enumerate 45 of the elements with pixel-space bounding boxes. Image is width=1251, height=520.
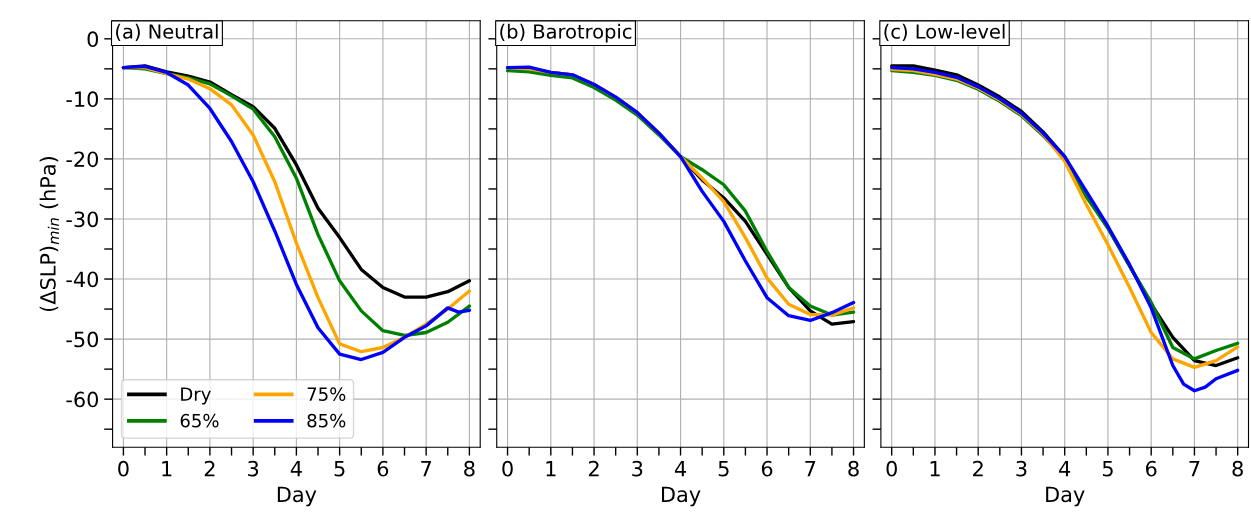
x-tick-label: 1	[546, 461, 556, 477]
x-tick-label: 3	[1016, 460, 1027, 477]
chart-title: (a) Neutral	[116, 23, 218, 42]
legend-label: 85%	[307, 413, 346, 428]
x-tick-label: 3	[248, 460, 259, 477]
x-tick-label: 2	[204, 460, 215, 477]
legend-label: 65%	[180, 413, 219, 428]
x-tick-label: 4	[674, 461, 686, 477]
y-axis-title: (ΔSLP)$_{min}$ (hPa)	[39, 157, 59, 312]
x-tick-label: 5	[718, 461, 729, 477]
x-tick-label: 2	[973, 460, 983, 477]
x-tick-label: 7	[1189, 461, 1200, 477]
x-tick-label: 1	[930, 461, 940, 477]
x-tick-label: 5	[1102, 461, 1113, 477]
legend-label: Dry	[181, 387, 211, 405]
x-tick-label: 0	[886, 460, 897, 477]
x-tick-label: 8	[464, 460, 475, 477]
x-tick-label: 4	[1059, 461, 1071, 477]
y-tick-label: -60	[66, 391, 99, 408]
y-tick-label: -20	[66, 151, 99, 168]
x-tick-label: 7	[805, 461, 816, 477]
legend-label: 75%	[307, 387, 346, 401]
y-tick-label: -40	[66, 271, 99, 288]
chart-title: (c) Low-level	[884, 23, 1005, 42]
x-tick-label: 6	[377, 460, 389, 477]
x-axis-title: Day	[662, 486, 701, 507]
x-tick-label: 1	[162, 461, 172, 477]
x-tick-label: 0	[118, 460, 129, 477]
y-tick-label: -30	[66, 211, 99, 228]
x-tick-label: 7	[421, 461, 431, 477]
x-tick-label: 3	[632, 460, 643, 477]
y-tick-label: -10	[66, 91, 99, 108]
y-tick-label: -50	[66, 331, 99, 348]
chart-title: (b) Barotropic	[500, 23, 632, 43]
x-tick-label: 8	[1232, 460, 1243, 477]
x-tick-label: 2	[588, 460, 599, 477]
x-axis-title: Day	[1046, 486, 1085, 507]
x-axis-title: Day	[277, 486, 317, 507]
x-tick-label: 5	[334, 461, 345, 477]
x-tick-label: 8	[848, 460, 859, 477]
x-tick-label: 6	[1146, 460, 1157, 477]
x-tick-label: 4	[290, 461, 302, 477]
x-tick-label: 6	[761, 460, 773, 477]
x-tick-label: 0	[502, 460, 513, 477]
y-tick-label: 0	[87, 31, 99, 48]
